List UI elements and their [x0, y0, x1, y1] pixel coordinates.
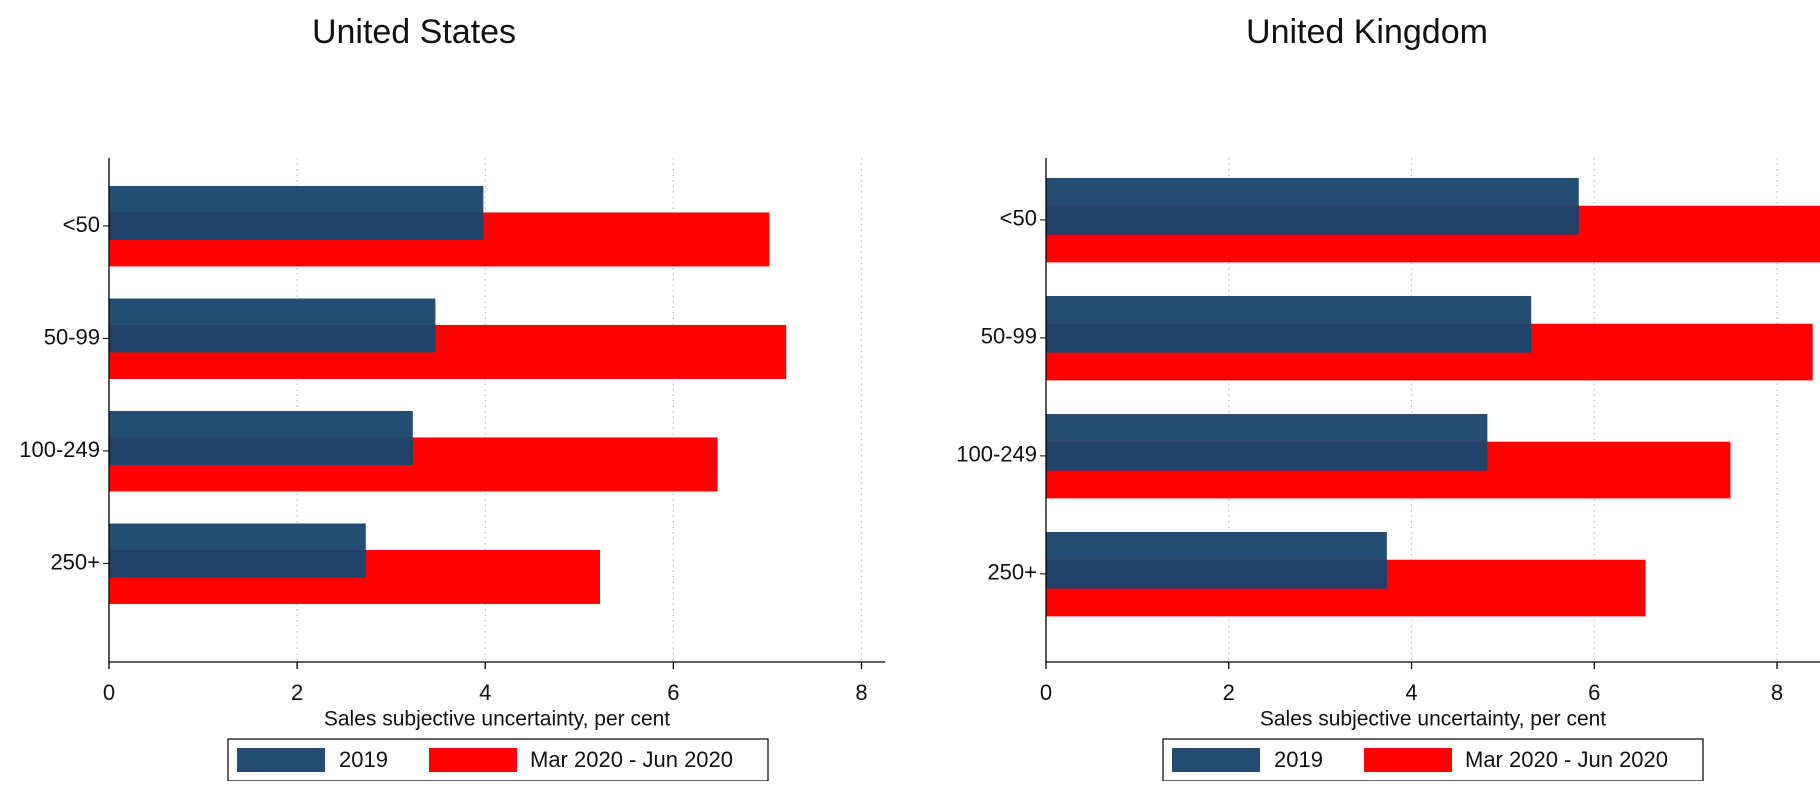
x-tick-label-united-kingdom-0: 0	[1040, 680, 1052, 705]
x-tick-label-united-kingdom-3: 6	[1588, 680, 1600, 705]
x-tick-label-united-kingdom-2: 4	[1405, 680, 1417, 705]
bar-overlap-united-kingdom-100-249	[1046, 441, 1488, 471]
x-tick-label-united-states-2: 4	[479, 680, 491, 705]
category-label-united-kingdom-0: <50	[1000, 206, 1037, 231]
bar-overlap-united-kingdom-50	[1046, 205, 1579, 235]
legend-swatch-united-states-mar-2020-jun-2020	[429, 748, 517, 772]
bar-overlap-united-kingdom-250	[1046, 559, 1387, 589]
x-axis-label-united-kingdom: Sales subjective uncertainty, per cent	[1260, 708, 1606, 731]
bar-overlap-united-states-250	[109, 549, 366, 578]
bar-overlap-united-states-100-249	[109, 437, 413, 465]
chart-title-united-kingdom: United Kingdom	[1246, 13, 1488, 51]
x-tick-label-united-states-3: 6	[667, 680, 679, 705]
category-label-united-states-3: 250+	[50, 549, 100, 574]
chart-panel-united-kingdom: United Kingdom <50 50-99 100-249 250+ 0 2 4 6 8 Sa…	[956, 13, 1820, 782]
legend-label-united-states-mar-2020-jun-2020: Mar 2020 - Jun 2020	[530, 747, 733, 772]
x-tick-label-united-states-1: 2	[291, 680, 303, 705]
x-tick-label-united-states-4: 8	[855, 680, 867, 705]
legend-united-kingdom: 2019 Mar 2020 - Jun 2020	[1162, 738, 1704, 782]
chart-title-united-states: United States	[312, 13, 516, 51]
category-label-united-states-2: 100-249	[19, 437, 100, 462]
chart-panel-united-states: United States <50 50-99 100-249 250+ 0 2 4 6 8 Sal…	[19, 13, 885, 782]
x-tick-label-united-kingdom-4: 8	[1771, 680, 1783, 705]
legend-swatch-united-kingdom-2019	[1172, 748, 1260, 772]
category-label-united-kingdom-3: 250+	[987, 560, 1037, 585]
category-label-united-states-0: <50	[63, 212, 100, 237]
legend-united-states: 2019 Mar 2020 - Jun 2020	[227, 738, 769, 782]
legend-swatch-united-kingdom-mar-2020-jun-2020	[1364, 748, 1452, 772]
x-tick-label-united-kingdom-1: 2	[1223, 680, 1235, 705]
category-label-united-states-1: 50-99	[44, 324, 100, 349]
bar-overlap-united-kingdom-50-99	[1046, 323, 1532, 353]
legend-label-united-states-2019: 2019	[339, 747, 388, 772]
bar-overlap-united-states-50	[109, 212, 484, 240]
bar-overlap-united-states-50-99	[109, 324, 436, 353]
category-label-united-kingdom-2: 100-249	[956, 442, 1037, 467]
legend-label-united-kingdom-mar-2020-jun-2020: Mar 2020 - Jun 2020	[1465, 747, 1668, 772]
x-axis-label-united-states: Sales subjective uncertainty, per cent	[324, 708, 670, 731]
x-tick-label-united-states-0: 0	[103, 680, 115, 705]
legend-label-united-kingdom-2019: 2019	[1274, 747, 1323, 772]
category-label-united-kingdom-1: 50-99	[981, 324, 1037, 349]
legend-swatch-united-states-2019	[237, 748, 325, 772]
